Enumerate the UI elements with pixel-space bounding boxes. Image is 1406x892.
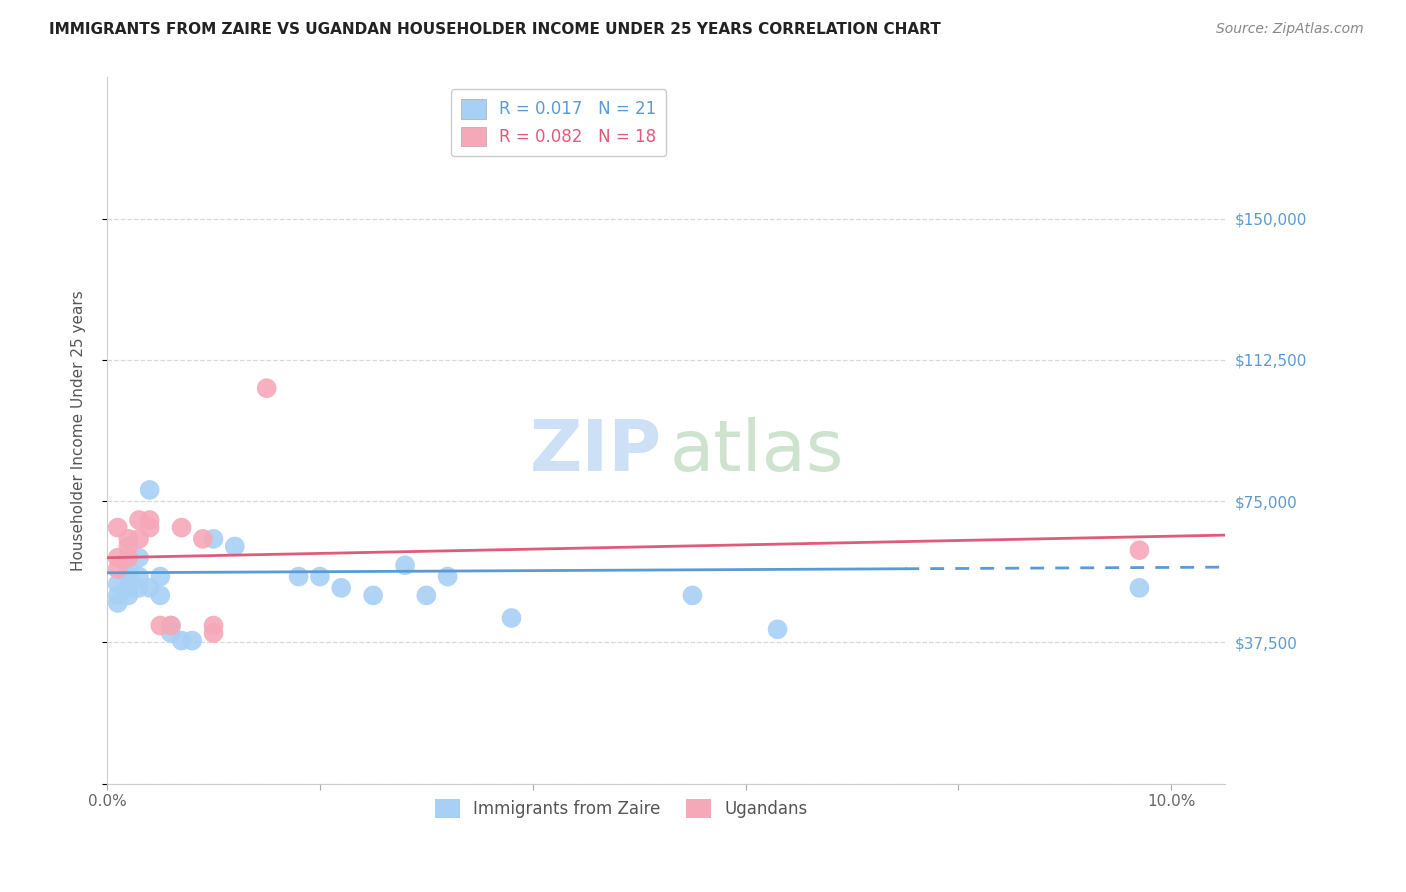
Text: atlas: atlas — [669, 417, 844, 486]
Text: Source: ZipAtlas.com: Source: ZipAtlas.com — [1216, 22, 1364, 37]
Point — [107, 588, 129, 602]
Point — [107, 550, 129, 565]
Point — [766, 622, 789, 636]
Point — [128, 569, 150, 583]
Point — [138, 513, 160, 527]
Point — [224, 540, 246, 554]
Point — [1128, 543, 1150, 558]
Point — [160, 626, 183, 640]
Point — [361, 588, 384, 602]
Point — [287, 569, 309, 583]
Point — [309, 569, 332, 583]
Point — [160, 618, 183, 632]
Point — [160, 618, 183, 632]
Point — [117, 550, 139, 565]
Point — [107, 577, 129, 591]
Point — [415, 588, 437, 602]
Point — [138, 520, 160, 534]
Point — [149, 618, 172, 632]
Text: IMMIGRANTS FROM ZAIRE VS UGANDAN HOUSEHOLDER INCOME UNDER 25 YEARS CORRELATION C: IMMIGRANTS FROM ZAIRE VS UGANDAN HOUSEHO… — [49, 22, 941, 37]
Point — [128, 532, 150, 546]
Point — [1128, 581, 1150, 595]
Point — [191, 532, 214, 546]
Point — [202, 532, 225, 546]
Point — [117, 588, 139, 602]
Point — [117, 562, 139, 576]
Point — [128, 581, 150, 595]
Point — [128, 513, 150, 527]
Point — [117, 581, 139, 595]
Point — [149, 569, 172, 583]
Point — [138, 581, 160, 595]
Point — [256, 381, 278, 395]
Point — [170, 520, 193, 534]
Point — [107, 520, 129, 534]
Point — [107, 562, 129, 576]
Point — [128, 550, 150, 565]
Point — [202, 626, 225, 640]
Point — [436, 569, 458, 583]
Legend: Immigrants from Zaire, Ugandans: Immigrants from Zaire, Ugandans — [429, 792, 814, 825]
Point — [501, 611, 523, 625]
Point — [117, 569, 139, 583]
Point — [138, 483, 160, 497]
Point — [117, 532, 139, 546]
Text: ZIP: ZIP — [530, 417, 662, 486]
Point — [681, 588, 703, 602]
Point — [330, 581, 353, 595]
Point — [170, 633, 193, 648]
Point — [107, 596, 129, 610]
Point — [202, 618, 225, 632]
Point — [117, 540, 139, 554]
Point — [181, 633, 204, 648]
Point — [394, 558, 416, 573]
Point — [149, 588, 172, 602]
Y-axis label: Householder Income Under 25 years: Householder Income Under 25 years — [72, 290, 86, 571]
